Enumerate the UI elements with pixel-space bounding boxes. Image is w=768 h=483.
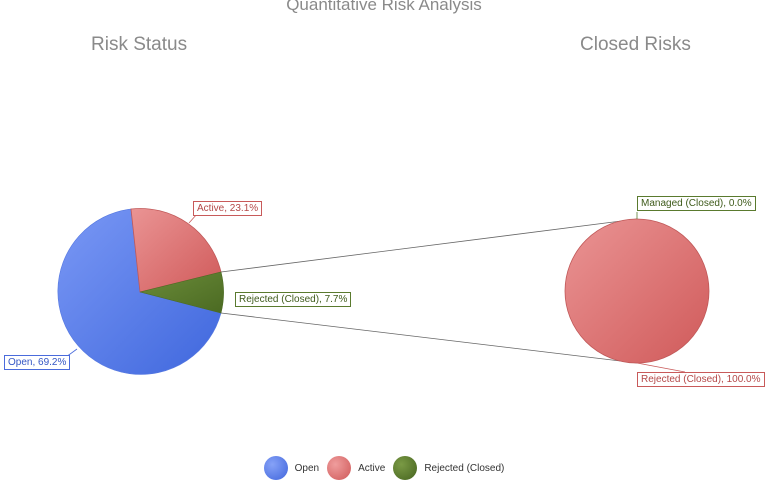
legend-label-open: Open <box>294 462 320 474</box>
legend-swatch-open-icon <box>263 456 288 480</box>
pie-slice-open[interactable] <box>57 208 222 375</box>
legend-label-rejected: Rejected (Closed) <box>424 462 505 474</box>
label-managed-closed: Managed (Closed), 0.0% <box>637 196 756 211</box>
label-rejected-closed: Rejected (Closed), 100.0% <box>637 372 765 387</box>
connector-line-bottom <box>220 312 638 364</box>
chart-legend: Open Active Rejected (Closed) <box>0 456 768 480</box>
legend-item-rejected[interactable]: Rejected (Closed) <box>393 456 504 480</box>
legend-label-active: Active <box>358 462 386 474</box>
legend-item-open[interactable]: Open <box>263 456 320 480</box>
chart-title: Quantitative Risk Analysis <box>286 0 482 14</box>
pie-slice-rejected[interactable] <box>139 271 224 314</box>
pie-slice-active[interactable] <box>130 208 222 293</box>
pie-slice-rejected-closed[interactable] <box>564 218 710 364</box>
label-active: Active, 23.1% <box>193 201 263 216</box>
label-open: Open, 69.2% <box>4 355 71 370</box>
risk-status-subtitle: Risk Status <box>91 34 188 55</box>
label-rejected: Rejected (Closed), 7.7% <box>235 292 352 307</box>
legend-swatch-rejected-icon <box>393 456 418 480</box>
closed-risks-subtitle: Closed Risks <box>580 34 691 55</box>
legend-item-active[interactable]: Active <box>327 456 385 480</box>
legend-swatch-active-icon <box>327 456 352 480</box>
connector-line-top <box>220 218 638 273</box>
